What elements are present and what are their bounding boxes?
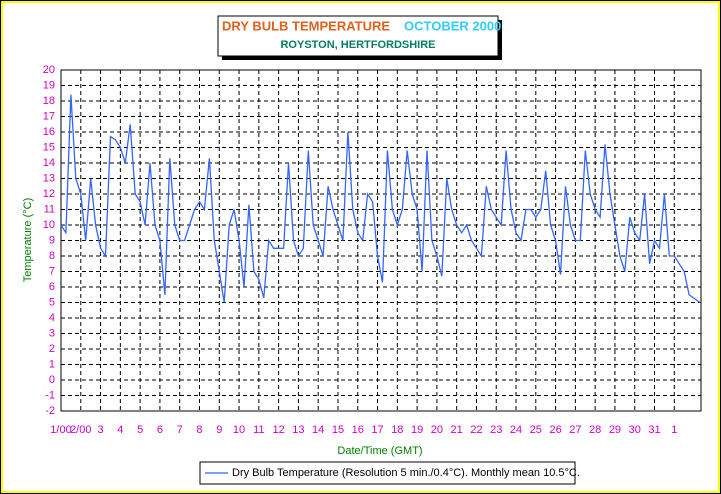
x-tick-label: 18 (391, 424, 403, 436)
chart-title-month: OCTOBER 2000 (404, 18, 501, 33)
x-tick-label: 2/00 (70, 424, 91, 436)
x-tick-label: 15 (332, 424, 344, 436)
chart-subtitle: ROYSTON, HERTFORDSHIRE (280, 39, 435, 51)
x-tick-label: 30 (629, 424, 641, 436)
x-tick-label: 7 (177, 424, 183, 436)
y-tick-label: 9 (49, 234, 55, 246)
x-tick-label: 31 (648, 424, 660, 436)
y-tick-label: -1 (45, 389, 55, 401)
y-tick-label: 16 (43, 126, 55, 138)
legend-box (199, 461, 576, 485)
legend-label: Dry Bulb Temperature (Resolution 5 min./… (232, 467, 580, 479)
x-tick-label: 20 (431, 424, 443, 436)
x-tick-label: 8 (196, 424, 202, 436)
x-tick-label: 4 (117, 424, 123, 436)
y-axis-label: Temperature (°C) (22, 198, 34, 282)
x-tick-label: 9 (216, 424, 222, 436)
x-tick-label: 10 (233, 424, 245, 436)
y-tick-label: -2 (45, 405, 55, 417)
data-line (60, 94, 701, 304)
title-box (217, 15, 499, 57)
y-tick-label: 6 (49, 281, 55, 293)
y-tick-label: 4 (49, 312, 55, 324)
x-tick-label: 28 (589, 424, 601, 436)
y-tick-label: 8 (49, 250, 55, 262)
x-tick-label: 24 (510, 424, 522, 436)
y-tick-label: 3 (49, 327, 55, 339)
y-tick-label: 10 (43, 219, 55, 231)
x-tick-label: 1 (671, 424, 677, 436)
x-tick-label: 17 (371, 424, 383, 436)
y-tick-label: 14 (43, 157, 55, 169)
x-tick-label: 29 (609, 424, 621, 436)
y-tick-label: 20 (43, 64, 55, 76)
x-tick-label: 19 (411, 424, 423, 436)
y-tick-label: 18 (43, 95, 55, 107)
x-tick-label: 26 (549, 424, 561, 436)
x-tick-label: 21 (451, 424, 463, 436)
y-tick-label: 13 (43, 172, 55, 184)
y-tick-label: 19 (43, 79, 55, 91)
x-tick-label: 27 (569, 424, 581, 436)
x-tick-label: 23 (490, 424, 502, 436)
y-tick-label: 1 (49, 358, 55, 370)
y-tick-label: 11 (44, 203, 55, 215)
chart-title: DRY BULB TEMPERATURE (222, 18, 390, 33)
x-tick-label: 14 (312, 424, 324, 436)
y-tick-label: 2 (49, 343, 55, 355)
y-tick-label: 17 (43, 110, 55, 122)
x-axis-label: Date/Time (GMT) (337, 445, 422, 457)
x-tick-label: 1/00 (50, 424, 71, 436)
x-tick-label: 12 (272, 424, 284, 436)
x-tick-label: 5 (137, 424, 143, 436)
x-tick-label: 11 (253, 424, 264, 436)
x-tick-label: 16 (352, 424, 364, 436)
y-tick-label: 12 (43, 188, 55, 200)
y-tick-label: 15 (43, 141, 55, 153)
x-tick-label: 13 (292, 424, 304, 436)
x-tick-label: 25 (530, 424, 542, 436)
x-tick-label: 22 (470, 424, 482, 436)
x-tick-label: 3 (98, 424, 104, 436)
y-tick-label: 7 (49, 265, 55, 277)
y-tick-label: 5 (49, 296, 55, 308)
x-tick-label: 6 (157, 424, 163, 436)
y-tick-label: 0 (49, 374, 55, 386)
plot-area (60, 69, 702, 412)
